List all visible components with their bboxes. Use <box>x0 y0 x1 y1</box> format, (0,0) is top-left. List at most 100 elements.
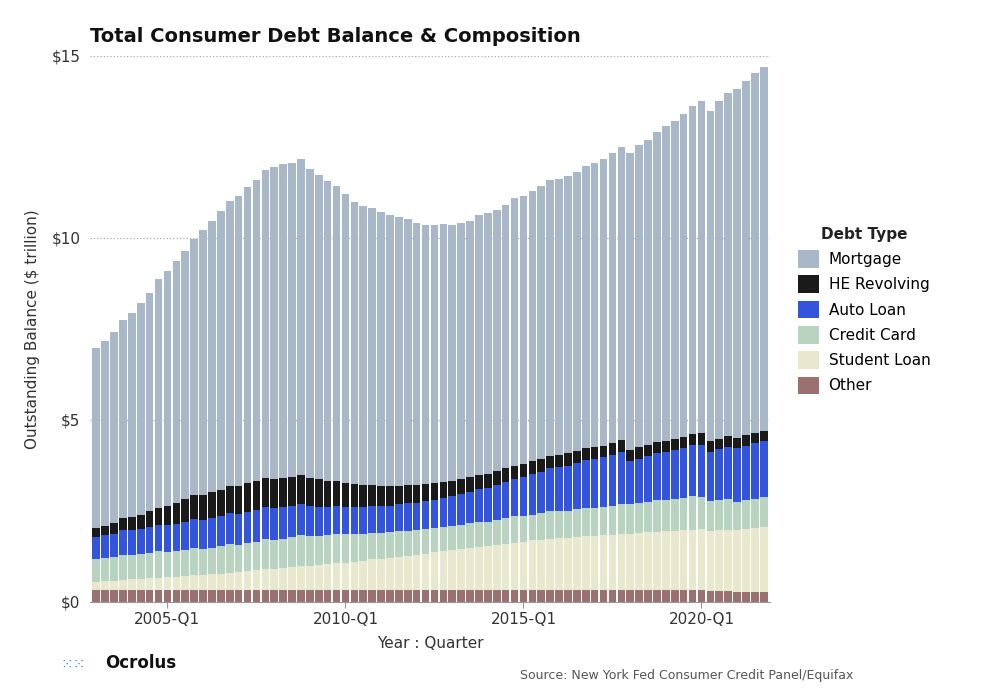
Bar <box>262 590 269 602</box>
Bar <box>226 200 234 486</box>
Bar <box>502 468 509 482</box>
Bar <box>724 499 732 530</box>
Bar <box>253 481 260 510</box>
Bar <box>359 561 367 590</box>
Bar <box>288 506 296 537</box>
Bar <box>493 471 501 485</box>
Bar <box>368 533 376 559</box>
Bar <box>618 148 625 440</box>
Bar <box>689 496 696 530</box>
Bar <box>146 293 153 512</box>
Bar <box>155 552 162 578</box>
Bar <box>368 590 376 602</box>
Bar <box>351 202 358 484</box>
Bar <box>520 590 527 602</box>
Bar <box>110 590 118 602</box>
Bar <box>119 531 127 554</box>
Bar <box>431 483 438 500</box>
Bar <box>262 478 269 508</box>
Bar <box>609 535 616 590</box>
Bar <box>226 544 234 573</box>
Bar <box>564 538 572 590</box>
Bar <box>582 449 590 461</box>
Bar <box>395 590 403 602</box>
Bar <box>689 530 696 590</box>
Bar <box>564 176 572 454</box>
Bar <box>484 214 492 473</box>
Bar <box>164 525 171 552</box>
Bar <box>101 536 109 559</box>
Bar <box>101 341 109 526</box>
Bar <box>493 209 501 471</box>
Bar <box>368 559 376 590</box>
Bar <box>270 479 278 508</box>
Bar <box>457 223 465 479</box>
Bar <box>511 466 518 479</box>
Bar <box>609 455 616 506</box>
Bar <box>333 481 340 506</box>
Bar <box>119 554 127 580</box>
Bar <box>190 590 198 602</box>
Bar <box>537 540 545 590</box>
Bar <box>173 577 180 590</box>
Bar <box>591 590 598 602</box>
Bar <box>270 167 278 479</box>
Bar <box>484 546 492 590</box>
Bar <box>422 554 429 590</box>
Y-axis label: Outstanding Balance ($ trillion): Outstanding Balance ($ trillion) <box>25 209 40 449</box>
Bar <box>315 536 323 565</box>
Bar <box>181 590 189 602</box>
Bar <box>377 559 385 590</box>
Bar <box>573 172 581 451</box>
Bar <box>680 437 687 448</box>
Bar <box>457 494 465 525</box>
Bar <box>199 575 207 590</box>
Bar <box>324 181 331 481</box>
Bar <box>466 590 474 602</box>
Bar <box>707 452 714 501</box>
Bar <box>226 573 234 590</box>
Bar <box>351 534 358 561</box>
Bar <box>288 163 296 477</box>
Bar <box>662 500 670 531</box>
Bar <box>653 132 661 442</box>
Bar <box>609 590 616 602</box>
Bar <box>137 529 145 554</box>
Bar <box>537 472 545 513</box>
Bar <box>377 506 385 533</box>
Bar <box>217 516 225 546</box>
Bar <box>724 530 732 591</box>
Bar <box>618 452 625 505</box>
Bar <box>484 522 492 546</box>
Legend: Mortgage, HE Revolving, Auto Loan, Credit Card, Student Loan, Other: Mortgage, HE Revolving, Auto Loan, Credi… <box>798 228 930 394</box>
Bar <box>475 215 483 475</box>
Bar <box>92 559 100 582</box>
Text: ⁙⁙: ⁙⁙ <box>60 657 86 672</box>
Bar <box>466 477 474 491</box>
Bar <box>422 225 429 484</box>
Bar <box>92 590 100 602</box>
Bar <box>466 548 474 590</box>
Bar <box>190 548 198 575</box>
Bar <box>440 498 447 526</box>
Bar <box>680 590 687 602</box>
Bar <box>555 538 563 590</box>
Bar <box>253 542 260 570</box>
Bar <box>742 500 750 528</box>
Bar <box>164 590 171 602</box>
Bar <box>493 520 501 545</box>
Bar <box>297 590 305 602</box>
Bar <box>582 167 590 449</box>
Bar <box>591 447 598 459</box>
Bar <box>600 508 607 536</box>
Bar <box>680 498 687 531</box>
Bar <box>413 554 420 590</box>
Bar <box>555 468 563 512</box>
Bar <box>342 483 349 507</box>
Bar <box>386 532 394 558</box>
Bar <box>662 590 670 602</box>
Bar <box>529 540 536 590</box>
Bar <box>137 590 145 602</box>
Bar <box>395 217 403 486</box>
Bar <box>457 525 465 550</box>
